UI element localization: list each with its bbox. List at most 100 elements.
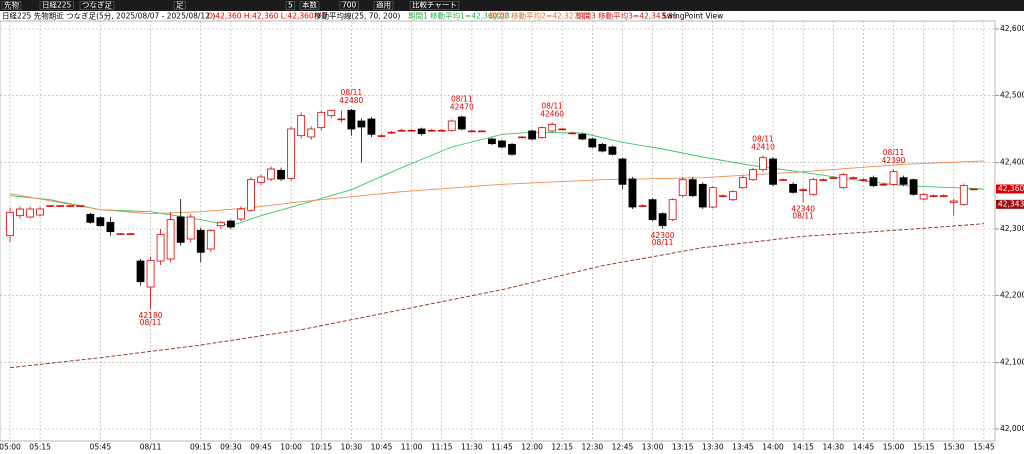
swing-label: 42300 bbox=[651, 231, 675, 240]
toolbar-box[interactable] bbox=[373, 1, 394, 10]
toolbar-box[interactable] bbox=[39, 1, 74, 10]
candle-body bbox=[779, 179, 787, 181]
toolbar-box[interactable] bbox=[339, 1, 359, 10]
toolbar-item[interactable]: 比較チャート bbox=[412, 0, 457, 10]
candle-body bbox=[96, 217, 105, 227]
toolbar-item[interactable]: 700 bbox=[342, 1, 357, 10]
candle-body bbox=[909, 179, 918, 195]
candle-body bbox=[749, 169, 757, 181]
toolbar-item[interactable]: つなぎ足 bbox=[82, 0, 112, 10]
candle-body bbox=[799, 189, 808, 191]
candle-body bbox=[297, 115, 306, 137]
x-tick-label: 13:00 bbox=[642, 443, 664, 452]
swing-label: 42480 bbox=[339, 96, 363, 105]
candle-body bbox=[488, 138, 496, 145]
x-tick-label: 05:00 bbox=[0, 443, 21, 452]
swing-label: 08/11 bbox=[752, 135, 774, 144]
swing-label: 08/11 bbox=[883, 148, 905, 157]
candle-body bbox=[949, 200, 958, 203]
info-ma1: 期間1 移動平均1=42,360.00 bbox=[408, 11, 510, 21]
x-tick-label: 05:45 bbox=[90, 443, 112, 452]
toolbar-box[interactable] bbox=[173, 1, 186, 10]
x-tick-label: 12:45 bbox=[612, 443, 634, 452]
info-ohlc: O:42,360 H:42,360 L:42,360 V:7 bbox=[207, 12, 328, 21]
y-tick-label: 42,500 bbox=[1000, 91, 1024, 100]
swing-label: 08/11 bbox=[541, 101, 563, 110]
toolbar-item[interactable]: 本数 bbox=[302, 0, 317, 10]
candle-body bbox=[116, 233, 125, 235]
toolbar-item[interactable]: 5 bbox=[288, 1, 293, 10]
toolbar bbox=[0, 0, 1024, 11]
toolbar-box[interactable] bbox=[79, 1, 115, 10]
toolbar-box[interactable] bbox=[1, 1, 22, 10]
y-tick-label: 42,300 bbox=[1000, 224, 1024, 233]
x-tick-label: 10:30 bbox=[341, 443, 363, 452]
candle-body bbox=[106, 221, 115, 233]
info-ma-title: 移動平均線(25, 70, 200) bbox=[314, 11, 400, 21]
moving-average-line bbox=[9, 223, 984, 369]
toolbar-item[interactable]: 足 bbox=[176, 1, 184, 10]
candle-body bbox=[136, 260, 145, 283]
candle-body bbox=[939, 195, 948, 197]
candle-body bbox=[357, 120, 366, 128]
candle-body bbox=[447, 120, 456, 131]
toolbar-box[interactable] bbox=[409, 1, 460, 10]
candle-body bbox=[307, 128, 316, 138]
candle-body bbox=[457, 116, 466, 130]
toolbar-item[interactable]: 先物 bbox=[4, 0, 19, 10]
toolbar-item[interactable]: 日経225 bbox=[42, 0, 72, 10]
candle-body bbox=[839, 173, 848, 189]
candle-body bbox=[698, 183, 707, 208]
y-tick-label: 42,400 bbox=[1000, 157, 1024, 166]
swing-label: 42470 bbox=[450, 103, 474, 112]
candle-body bbox=[186, 216, 195, 240]
price-tag bbox=[996, 199, 1024, 209]
candle-body bbox=[387, 131, 396, 134]
swing-label: 42390 bbox=[882, 156, 906, 165]
info-ma2: 期間2 移動平均2=42,327.14 bbox=[489, 11, 591, 21]
candle-body bbox=[739, 177, 747, 189]
x-tick-label: 14:15 bbox=[792, 443, 814, 452]
candle-body bbox=[638, 205, 647, 207]
candle-body bbox=[899, 177, 908, 185]
candle-body bbox=[467, 130, 476, 133]
candle-body bbox=[789, 183, 798, 193]
swing-label: 08/11 bbox=[140, 318, 162, 327]
candle-body bbox=[528, 130, 536, 140]
candle-body bbox=[548, 123, 557, 132]
info-line: 日経225 先物期近 つなぎ足(5分, 2025/08/07 - 2025/08… bbox=[2, 11, 723, 21]
candle-body bbox=[879, 183, 888, 186]
candle-body bbox=[417, 128, 426, 135]
x-tick-label: 13:15 bbox=[672, 443, 694, 452]
candle-body bbox=[176, 216, 185, 243]
candle-body bbox=[36, 208, 45, 216]
toolbar-item[interactable]: 適用 bbox=[376, 0, 391, 10]
toolbar-box[interactable] bbox=[285, 1, 296, 10]
candle-body bbox=[156, 233, 165, 262]
x-tick-label: 10:00 bbox=[280, 443, 302, 452]
y-tick-label: 42,200 bbox=[1000, 291, 1024, 300]
candle-body bbox=[126, 233, 135, 235]
x-tick-label: 13:30 bbox=[702, 443, 724, 452]
candle-body bbox=[518, 136, 526, 139]
candle-body bbox=[166, 219, 175, 260]
candle-body bbox=[708, 187, 717, 208]
candle-body bbox=[146, 259, 155, 288]
candle-body bbox=[558, 128, 567, 131]
candle-body bbox=[809, 179, 818, 195]
candle-body bbox=[66, 205, 75, 207]
x-tick-label: 13:45 bbox=[732, 443, 754, 452]
swing-label: 08/11 bbox=[792, 211, 814, 220]
candle-body bbox=[678, 179, 687, 197]
x-tick-label: 09:45 bbox=[250, 443, 272, 452]
candle-body bbox=[588, 138, 597, 148]
x-tick-label: 12:00 bbox=[521, 443, 543, 452]
toolbar-box[interactable] bbox=[299, 1, 320, 10]
candle-body bbox=[849, 177, 858, 179]
x-tick-label: 15:45 bbox=[973, 443, 995, 452]
x-tick-label: 10:15 bbox=[310, 443, 332, 452]
y-tick-label: 42,100 bbox=[1000, 357, 1024, 366]
x-tick-label: 09:30 bbox=[220, 443, 242, 452]
candle-body bbox=[578, 133, 587, 140]
